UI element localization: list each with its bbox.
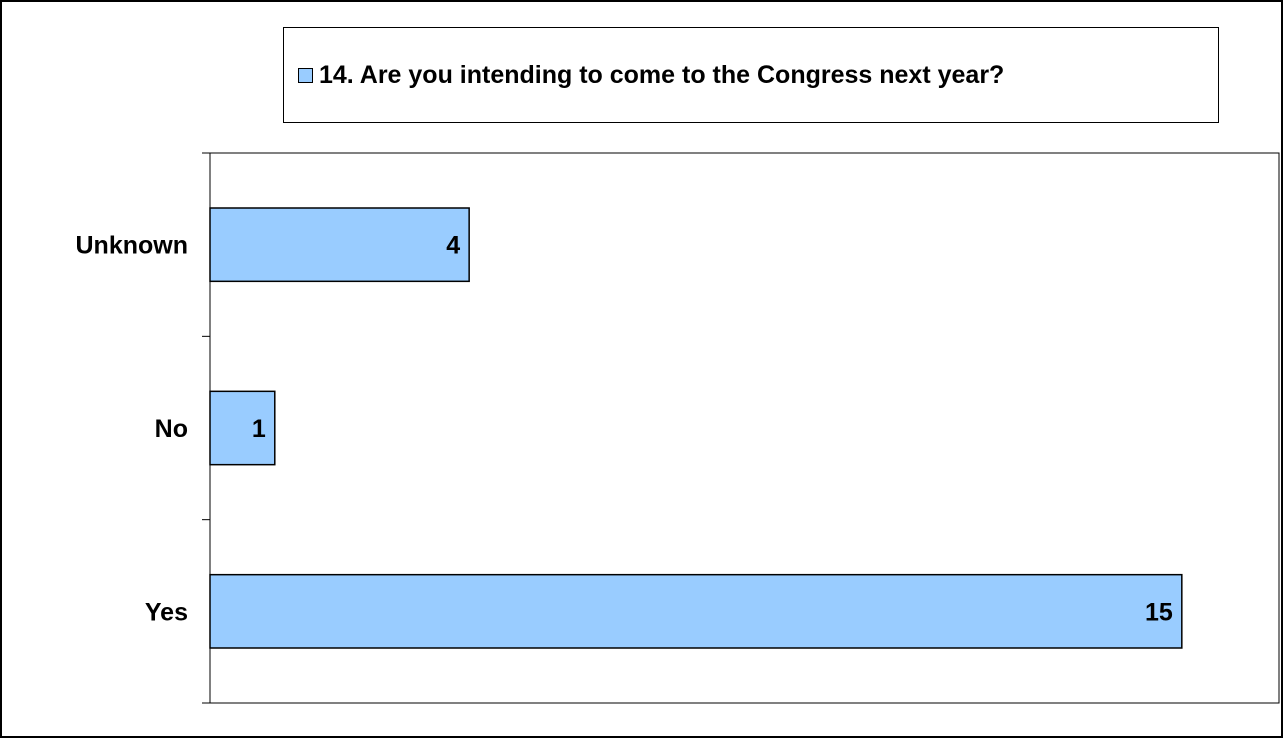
category-label-yes: Yes xyxy=(145,598,188,626)
value-label-unknown: 4 xyxy=(446,232,460,260)
bar-unknown xyxy=(209,207,470,283)
category-label-no: No xyxy=(155,415,188,443)
value-label-no: 1 xyxy=(252,415,266,443)
bar-yes xyxy=(209,573,1183,649)
bar-no xyxy=(209,390,276,466)
category-label-unknown: Unknown xyxy=(76,232,189,260)
legend-swatch xyxy=(298,67,313,83)
legend-label: 14. Are you intending to come to the Con… xyxy=(319,60,1005,89)
value-label-yes: 15 xyxy=(1145,598,1173,626)
legend: 14. Are you intending to come to the Con… xyxy=(283,27,1219,123)
